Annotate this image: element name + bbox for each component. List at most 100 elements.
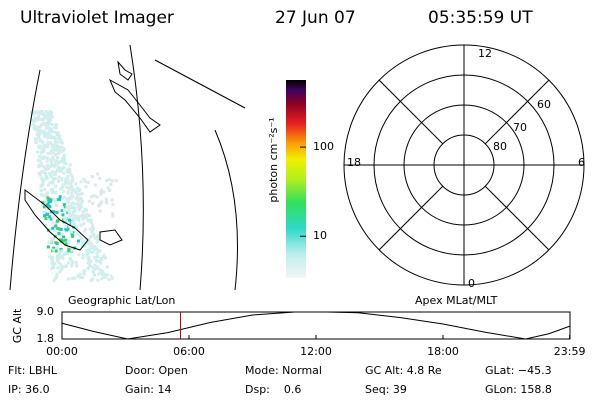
aurora-pixel (62, 208, 66, 212)
aurora-pixel (62, 171, 66, 175)
aurora-pixel (51, 226, 55, 230)
aurora-pixel (55, 272, 59, 276)
status-field: GC Alt: 4.8 Re (365, 364, 442, 377)
aurora-pixel (43, 115, 47, 119)
status-field: IP: 36.0 (8, 383, 50, 396)
aurora-pixel (37, 115, 41, 119)
aurora-pixel (45, 175, 49, 179)
aurora-pixel (60, 232, 64, 236)
colorbar-label: photon cm⁻²s⁻¹ (267, 117, 280, 202)
status-field: GLat: −45.3 (485, 364, 552, 377)
aurora-pixel (86, 252, 90, 256)
aurora-pixel (75, 194, 79, 198)
aurora-pixel (79, 214, 83, 218)
aurora-pixel (80, 200, 84, 204)
aurora-pixel (45, 160, 49, 164)
aurora-pixel (111, 212, 115, 216)
aurora-pixel (35, 110, 39, 114)
aurora-pixel (48, 255, 52, 259)
aurora-pixel (87, 262, 91, 266)
aurora-pixel (43, 132, 47, 136)
aurora-pixel (64, 216, 68, 220)
aurora-pixel (69, 204, 73, 208)
meridian (214, 129, 238, 290)
aurora-pixel (55, 257, 59, 261)
aurora-pixel (95, 247, 99, 251)
aurora-pixel (38, 173, 42, 177)
aurora-pixel (62, 147, 66, 151)
aurora-pixel (104, 275, 108, 279)
aurora-pixel (82, 177, 86, 181)
aurora-pixel (49, 136, 53, 140)
aurora-pixel (72, 220, 76, 224)
aurora-pixel (98, 268, 102, 272)
aurora-pixel (55, 246, 59, 250)
aurora-pixel (93, 248, 97, 252)
aurora-pixel (74, 216, 78, 220)
aurora-pixel (90, 175, 94, 179)
aurora-pixel (68, 222, 72, 226)
aurora-pixel (52, 210, 56, 214)
aurora-pixel (96, 255, 100, 259)
aurora-pixel (53, 160, 57, 164)
aurora-pixel (46, 202, 50, 206)
aurora-pixel (41, 131, 45, 135)
mlt-label: 18 (347, 156, 361, 169)
aurora-pixel (107, 277, 111, 281)
aurora-pixel (70, 220, 74, 224)
aurora-pixel (42, 205, 46, 209)
aurora-pixel (60, 178, 64, 182)
aurora-pixel (53, 177, 57, 181)
aurora-pixel (60, 267, 64, 271)
aurora-pixel (42, 146, 46, 150)
aurora-pixel (96, 278, 100, 282)
aurora-pixel (34, 128, 38, 132)
aurora-pixel (91, 201, 95, 205)
aurora-pixel (45, 194, 49, 198)
aurora-pixel (57, 232, 61, 236)
aurora-pixel (46, 152, 50, 156)
aurora-pixel (38, 160, 42, 164)
aurora-pixel (66, 261, 70, 265)
aurora-pixel (45, 143, 49, 147)
aurora-pixel (83, 244, 87, 248)
aurora-pixel (71, 213, 75, 217)
altitude-curve (61, 311, 570, 340)
aurora-pixel (53, 262, 57, 266)
aurora-pixel (76, 198, 80, 202)
aurora-pixel (83, 269, 87, 273)
aurora-pixel (109, 182, 113, 186)
aurora-pixel (46, 245, 50, 249)
aurora-pixel (45, 200, 49, 204)
aurora-pixel (48, 151, 52, 155)
footer: Flt: LBHL Door: Open Mode: Normal GC Alt: 4… (8, 364, 552, 396)
aurora-pixel (43, 171, 47, 175)
aurora-pixel (47, 240, 51, 244)
aurora-pixel (51, 163, 55, 167)
aurora-pixel (40, 170, 44, 174)
aurora-pixel (86, 181, 90, 185)
aurora-pixel (85, 253, 89, 257)
aurora-pixel (43, 134, 47, 138)
aurora-pixel (50, 188, 54, 192)
aurora-pixel (59, 238, 63, 242)
aurora-pixel (42, 211, 46, 215)
aurora-pixel (93, 267, 97, 271)
aurora-pixel (38, 164, 42, 168)
aurora-pixel (76, 192, 80, 196)
aurora-pixel (91, 270, 95, 274)
aurora-pixel (47, 200, 51, 204)
aurora-pixel (34, 139, 38, 143)
aurora-pixel (51, 221, 55, 225)
status-field: Door: Open (125, 364, 188, 377)
aurora-pixel (64, 180, 68, 184)
aurora-pixel (40, 176, 44, 180)
aurora-pixel (57, 160, 61, 164)
aurora-pixel (54, 153, 58, 157)
aurora-pixel (63, 218, 67, 222)
aurora-pixel (52, 157, 56, 161)
aurora-pixel (46, 167, 50, 171)
aurora-pixel (67, 181, 71, 185)
aurora-pixel (66, 178, 70, 182)
aurora-pixel (42, 129, 46, 133)
